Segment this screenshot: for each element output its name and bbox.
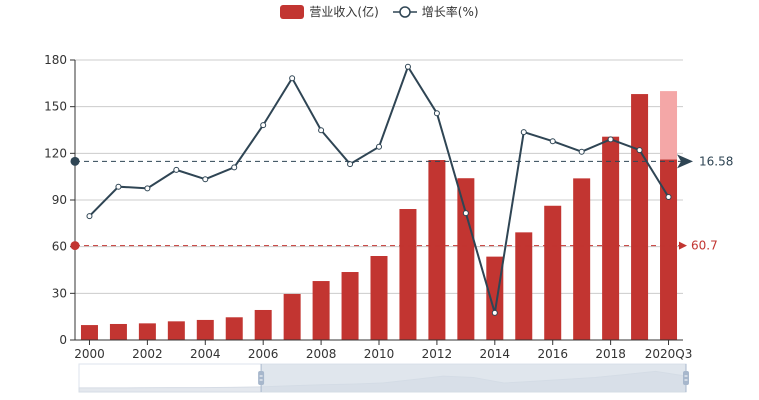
- revenue-bar: [167, 321, 185, 340]
- revenue-bar: [312, 281, 330, 340]
- growth-point[interactable]: [520, 129, 527, 136]
- growth-point[interactable]: [173, 166, 180, 173]
- growth-line: [86, 63, 672, 316]
- revenue-bar: [602, 136, 620, 340]
- legend: 营业收入(亿) 增长率(%): [0, 3, 759, 20]
- revenue-average-arrow-icon: [679, 241, 687, 250]
- x-tick-label: 2004: [190, 347, 221, 361]
- revenue-bar: [109, 323, 127, 340]
- x-tick-label: 2000: [74, 347, 105, 361]
- growth-point[interactable]: [462, 210, 469, 217]
- revenue-bar: [660, 159, 678, 340]
- growth-average-label: 16.58: [699, 154, 733, 168]
- growth-point[interactable]: [260, 122, 267, 129]
- growth-point[interactable]: [549, 138, 556, 145]
- x-axis: 2000 2002 2004 2006 2008 2010 2012 2014 2016 2018…: [74, 339, 693, 361]
- y-tick-label: 60: [52, 240, 67, 254]
- data-zoom-slider[interactable]: [78, 363, 689, 393]
- data-zoom-selected-range[interactable]: [261, 364, 686, 392]
- revenue-bar: [80, 325, 98, 340]
- data-zoom-left-handle[interactable]: [258, 371, 265, 385]
- average-mark-lines: 16.58 60.7: [70, 154, 733, 253]
- revenue-bar: [138, 323, 156, 340]
- growth-point[interactable]: [578, 148, 585, 155]
- growth-point[interactable]: [347, 161, 354, 168]
- growth-point[interactable]: [607, 136, 614, 143]
- growth-point[interactable]: [665, 193, 672, 200]
- y-tick-label: 90: [52, 193, 67, 207]
- revenue-bar: [370, 256, 388, 340]
- y-tick-label: 0: [59, 333, 67, 347]
- growth-point[interactable]: [376, 143, 382, 150]
- growth-average-start-dot-icon: [70, 156, 80, 166]
- growth-point[interactable]: [636, 147, 643, 154]
- growth-point[interactable]: [202, 176, 209, 183]
- revenue-bar: [196, 319, 214, 340]
- x-tick-label: 2018: [595, 347, 626, 361]
- data-zoom-right-handle[interactable]: [683, 371, 689, 385]
- legend-growth-label: 增长率(%): [421, 5, 479, 19]
- y-tick-label: 120: [44, 146, 67, 160]
- x-tick-label: 2002: [132, 347, 163, 361]
- growth-average-arrow-icon: [677, 154, 693, 169]
- revenue-bar: [457, 178, 475, 340]
- growth-point[interactable]: [318, 127, 325, 134]
- revenue-bar: [283, 293, 301, 340]
- legend-item-revenue[interactable]: 营业收入(亿): [280, 3, 379, 20]
- revenue-bar: [254, 309, 272, 340]
- y-tick-label: 30: [52, 286, 67, 300]
- revenue-bar: [544, 205, 562, 340]
- growth-point[interactable]: [144, 185, 151, 192]
- revenue-bar: [428, 160, 446, 340]
- revenue-average-label: 60.7: [691, 239, 718, 253]
- revenue-bar: [573, 178, 591, 340]
- revenue-bars: [80, 91, 678, 340]
- revenue-bar: [399, 209, 417, 340]
- x-tick-label: 2006: [248, 347, 279, 361]
- revenue-bar: [225, 317, 243, 340]
- x-tick-label: 2020Q3: [645, 347, 693, 361]
- revenue-bar: [515, 232, 533, 340]
- revenue-bar: [631, 94, 649, 340]
- y-tick-label: 150: [44, 100, 67, 114]
- revenue-average-start-dot-icon: [70, 241, 80, 251]
- revenue-bar: [486, 256, 504, 340]
- revenue-bar: [341, 272, 359, 340]
- legend-revenue-label: 营业收入(亿): [309, 5, 379, 19]
- x-tick-label: 2016: [537, 347, 568, 361]
- growth-point[interactable]: [433, 110, 440, 117]
- bar-swatch-icon: [280, 4, 305, 19]
- revenue-bar-forecast: [660, 91, 678, 160]
- x-tick-label: 2012: [422, 347, 453, 361]
- growth-point[interactable]: [491, 309, 498, 316]
- legend-item-growth[interactable]: 增长率(%): [392, 3, 479, 20]
- y-tick-label: 180: [44, 53, 67, 67]
- x-tick-label: 2008: [306, 347, 337, 361]
- growth-point[interactable]: [231, 164, 238, 171]
- growth-point[interactable]: [289, 75, 296, 82]
- growth-point[interactable]: [404, 63, 411, 70]
- line-marker-icon: [392, 5, 417, 18]
- x-tick-label: 2014: [480, 347, 511, 361]
- growth-point[interactable]: [86, 213, 93, 220]
- y-axis: 0 30 60 90 120 150 180: [44, 53, 76, 347]
- x-tick-label: 2010: [364, 347, 395, 361]
- growth-point[interactable]: [115, 183, 122, 190]
